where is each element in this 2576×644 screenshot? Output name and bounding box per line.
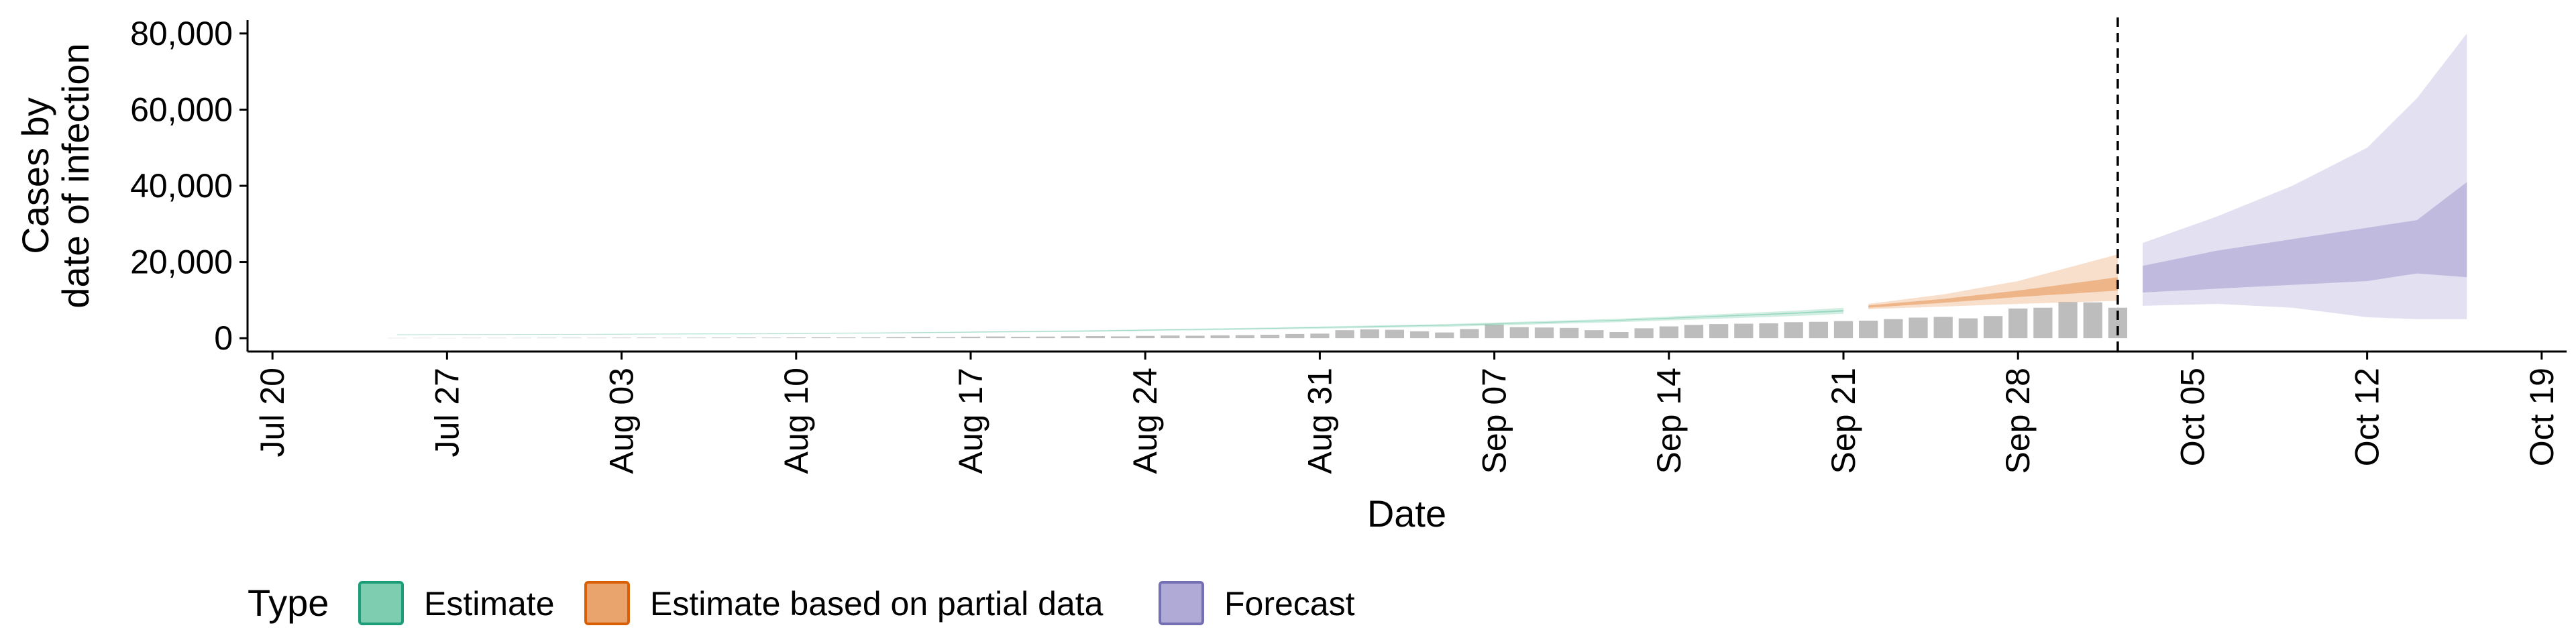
legend-swatch — [1159, 581, 1204, 625]
x-tick-label: Aug 24 — [1126, 368, 1164, 474]
y-axis-title: date of infection — [54, 43, 97, 308]
x-tick-label: Aug 17 — [952, 368, 989, 474]
bar — [1859, 321, 1878, 339]
bar — [1360, 329, 1379, 339]
bar — [986, 336, 1006, 339]
bar — [911, 337, 930, 339]
bar — [1884, 319, 1903, 339]
x-tick-label: Sep 28 — [1999, 368, 2037, 474]
bar — [712, 337, 731, 339]
x-tick-label: Oct 19 — [2523, 368, 2561, 466]
bar — [1634, 328, 1654, 339]
x-tick-label: Sep 21 — [1825, 368, 1862, 474]
bar — [1909, 317, 1928, 339]
bar — [2033, 307, 2053, 339]
bar — [1235, 335, 1255, 339]
bar — [861, 337, 881, 339]
bar — [1609, 332, 1629, 339]
ribbon — [2143, 182, 2467, 292]
legend-swatch — [584, 581, 630, 625]
bar — [1335, 330, 1354, 339]
ribbon — [397, 307, 1844, 335]
x-tick-label: Aug 10 — [777, 368, 815, 474]
legend-title: Type — [248, 582, 329, 624]
bar — [661, 337, 682, 339]
ribbon — [1868, 254, 2118, 309]
legend-label: Estimate — [424, 585, 555, 623]
bar — [936, 337, 955, 339]
legend-swatch — [358, 581, 404, 625]
bar — [1435, 332, 1454, 339]
bar — [1036, 336, 1055, 339]
bar — [637, 337, 656, 339]
legend-label: Estimate based on partial data — [650, 585, 1104, 623]
bar — [1161, 335, 1180, 339]
bar — [1559, 327, 1579, 339]
x-tick-label: Sep 14 — [1650, 368, 1688, 474]
bar — [1260, 335, 1280, 339]
bar — [1509, 327, 1529, 339]
bar — [886, 337, 906, 339]
x-tick-label: Oct 12 — [2349, 368, 2386, 466]
bar — [1983, 316, 2003, 339]
bar — [811, 337, 831, 339]
x-tick-label: Aug 03 — [603, 368, 641, 474]
bar — [1684, 325, 1704, 339]
bar — [612, 337, 631, 339]
x-tick-label: Jul 20 — [254, 368, 291, 457]
bar — [761, 337, 781, 339]
y-tick-label: 80,000 — [130, 15, 233, 52]
bar — [961, 336, 981, 339]
bar — [1784, 322, 1803, 339]
y-tick-label: 40,000 — [130, 167, 233, 205]
bar — [1759, 323, 1778, 339]
bar — [1809, 321, 1828, 339]
bar — [1958, 318, 1978, 339]
bar — [1659, 326, 1678, 339]
x-tick-label: Sep 07 — [1476, 368, 1513, 474]
bar — [1833, 321, 1854, 339]
bar — [1085, 336, 1105, 339]
bar — [1136, 335, 1155, 339]
bar — [1310, 333, 1330, 339]
bar — [686, 337, 706, 339]
bar — [1409, 331, 1430, 339]
legend-label: Forecast — [1224, 585, 1355, 623]
bar — [1285, 333, 1305, 339]
x-tick-label: Oct 05 — [2174, 368, 2211, 466]
bar — [837, 337, 856, 339]
bar — [1011, 336, 1030, 339]
bar — [537, 337, 557, 339]
x-axis-title: Date — [1367, 492, 1446, 535]
bar — [2083, 302, 2102, 339]
x-tick-label: Aug 31 — [1301, 368, 1338, 474]
ribbon — [1868, 277, 2118, 308]
bar — [1485, 324, 1504, 339]
bar — [1110, 336, 1130, 339]
bar — [1460, 329, 1479, 339]
bar — [1385, 329, 1405, 339]
bar — [1185, 335, 1205, 339]
y-tick-label: 20,000 — [130, 244, 233, 281]
y-axis-title: Cases by — [14, 97, 56, 254]
bar — [737, 337, 756, 339]
bar — [1734, 323, 1754, 339]
y-tick-label: 60,000 — [130, 91, 233, 128]
bar — [1061, 336, 1080, 339]
bar — [2058, 302, 2078, 339]
x-tick-label: Jul 27 — [428, 368, 466, 457]
bar — [1709, 324, 1729, 339]
bar — [1534, 327, 1554, 339]
y-tick-label: 0 — [214, 319, 233, 357]
bar — [1933, 317, 1953, 339]
bar — [786, 337, 806, 339]
bar — [1210, 335, 1230, 339]
bar — [2008, 308, 2028, 339]
ribbon — [397, 310, 1844, 335]
bar — [1585, 330, 1604, 339]
bar — [562, 337, 582, 339]
